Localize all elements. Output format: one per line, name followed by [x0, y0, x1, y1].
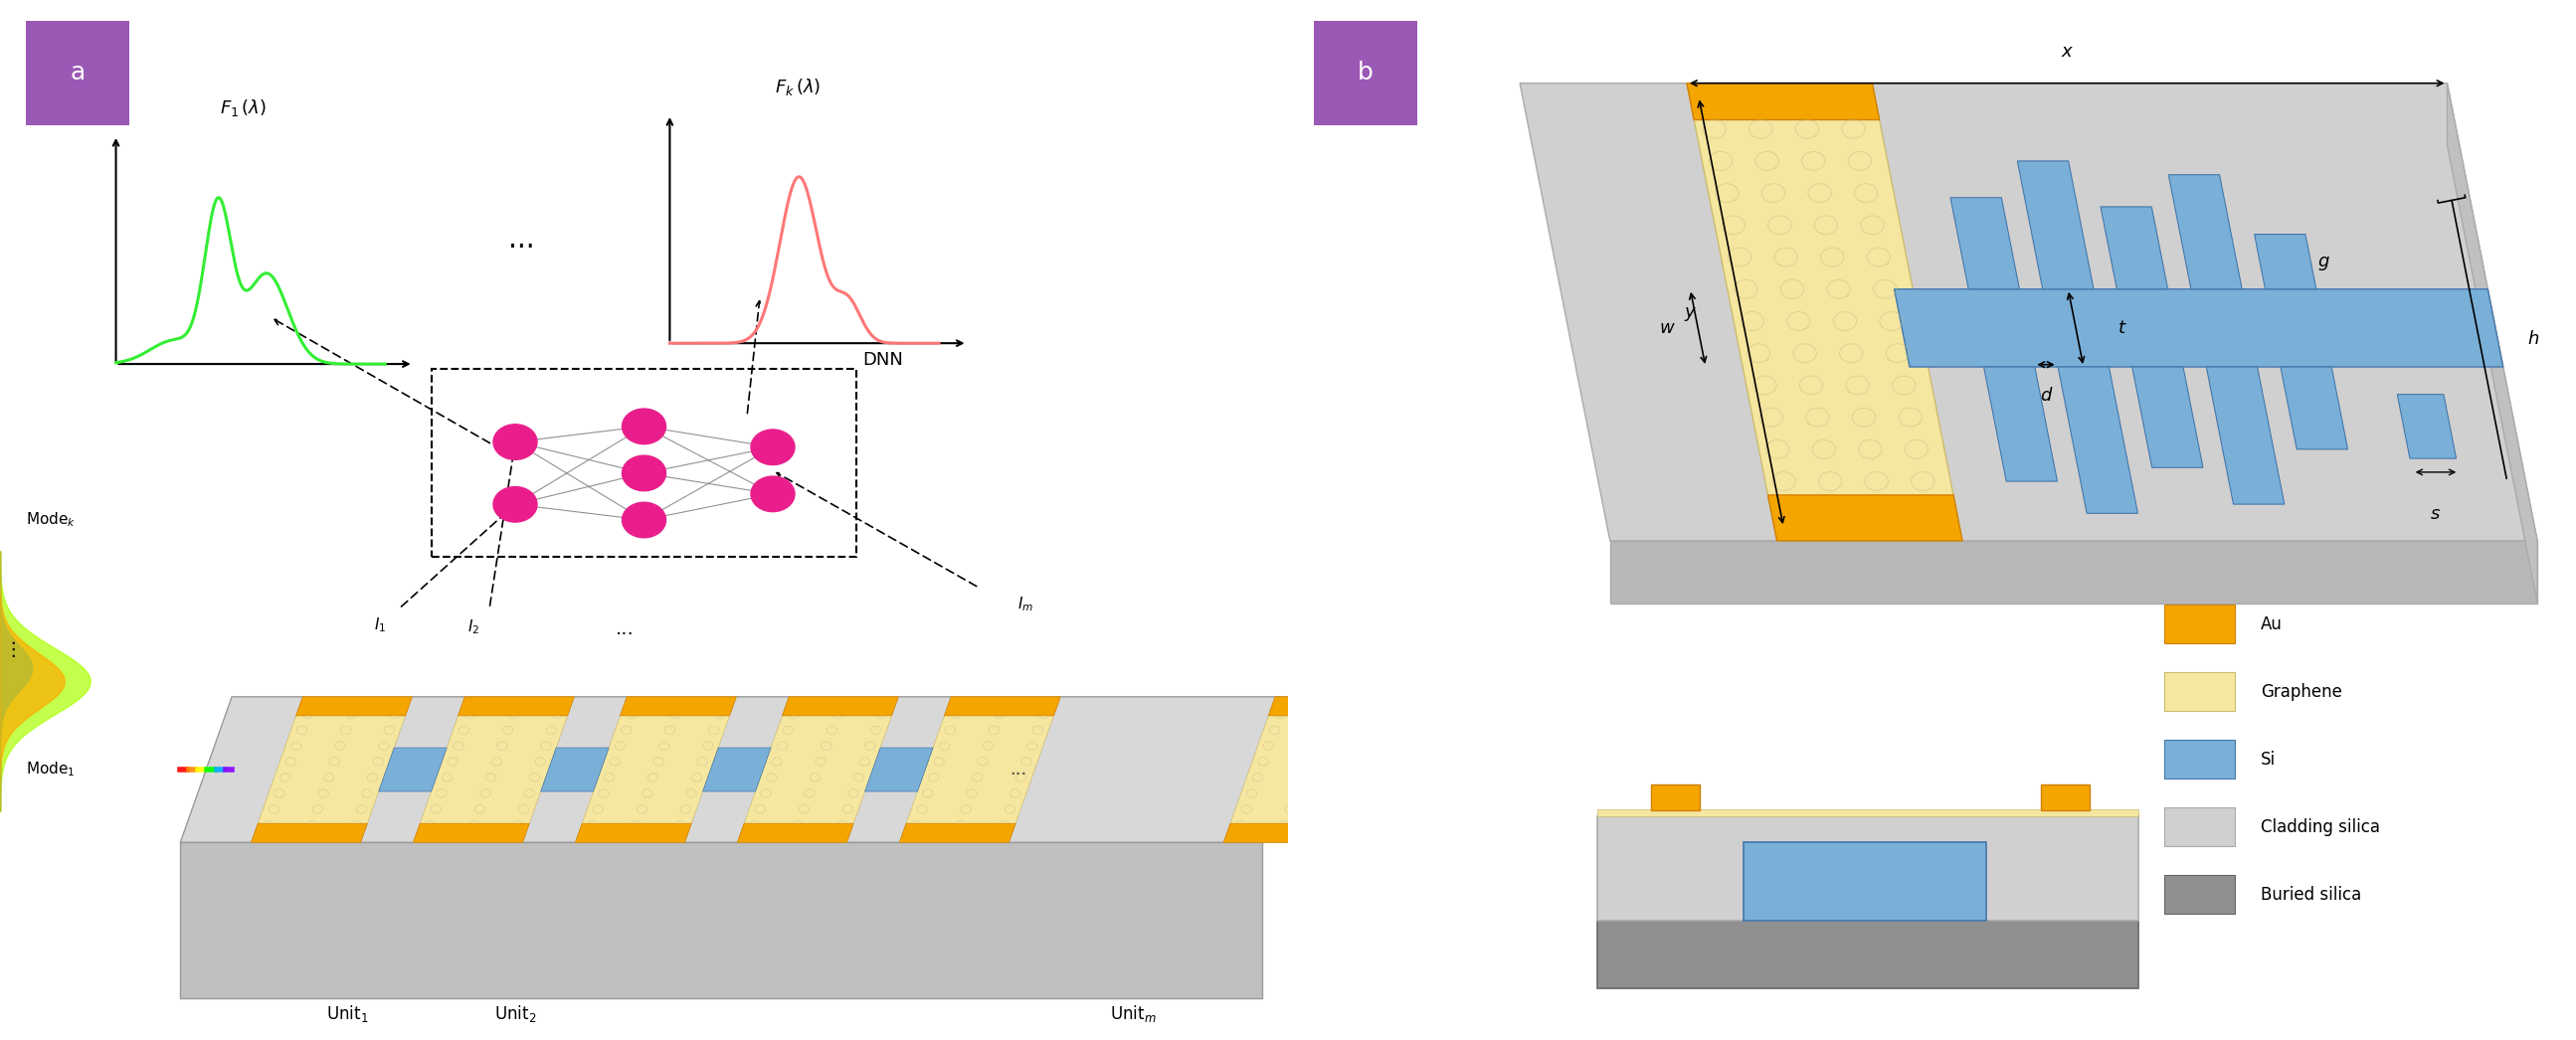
Polygon shape: [737, 697, 899, 842]
Polygon shape: [703, 748, 770, 791]
Text: t: t: [2117, 319, 2125, 337]
Polygon shape: [2398, 394, 2458, 459]
Polygon shape: [783, 697, 899, 716]
Text: w: w: [1659, 319, 1674, 337]
Text: $I_m$: $I_m$: [1018, 595, 1033, 613]
Bar: [2040, 784, 2089, 810]
Text: Au: Au: [2262, 615, 2282, 633]
Text: ⋮: ⋮: [3, 641, 23, 659]
Polygon shape: [412, 697, 574, 842]
Circle shape: [623, 456, 665, 491]
Polygon shape: [1520, 83, 2537, 541]
Text: d: d: [2040, 387, 2050, 405]
Bar: [1651, 784, 1700, 810]
Polygon shape: [1267, 697, 1386, 716]
Bar: [1597, 809, 2138, 816]
Text: ...: ...: [1010, 760, 1028, 779]
Polygon shape: [2169, 175, 2241, 289]
Text: DNN: DNN: [863, 352, 904, 369]
Text: b: b: [1358, 61, 1373, 84]
Bar: [2164, 604, 2233, 644]
Polygon shape: [2447, 83, 2537, 603]
Polygon shape: [252, 697, 412, 842]
Circle shape: [623, 409, 665, 444]
Polygon shape: [621, 697, 737, 716]
Polygon shape: [252, 824, 368, 842]
Text: ...: ...: [616, 620, 634, 639]
Text: x: x: [2061, 43, 2071, 61]
Bar: [2164, 875, 2233, 914]
Polygon shape: [379, 748, 446, 791]
Circle shape: [495, 424, 536, 460]
FancyBboxPatch shape: [26, 21, 129, 125]
Polygon shape: [412, 824, 531, 842]
Text: Cladding silica: Cladding silica: [2262, 817, 2380, 836]
Polygon shape: [1950, 198, 2020, 289]
Circle shape: [495, 487, 536, 522]
Text: $F_1\,(\lambda)$: $F_1\,(\lambda)$: [219, 98, 268, 119]
Bar: [2164, 672, 2233, 711]
Text: Si: Si: [2262, 750, 2275, 769]
Polygon shape: [459, 697, 574, 716]
Polygon shape: [1687, 83, 1880, 120]
Bar: [2164, 807, 2233, 847]
Polygon shape: [1687, 83, 1963, 541]
Polygon shape: [180, 697, 1314, 842]
Polygon shape: [1893, 289, 2504, 367]
Polygon shape: [2058, 367, 2138, 514]
Text: Graphene: Graphene: [2262, 682, 2342, 701]
Text: Mode$_k$: Mode$_k$: [26, 511, 75, 529]
Text: $I_1$: $I_1$: [374, 616, 386, 633]
Text: ...: ...: [507, 226, 536, 253]
Circle shape: [623, 502, 665, 538]
Polygon shape: [2205, 367, 2285, 504]
Polygon shape: [2254, 234, 2316, 289]
Text: Mode$_1$: Mode$_1$: [26, 760, 75, 779]
Polygon shape: [1224, 697, 1386, 842]
Text: $I_2$: $I_2$: [469, 618, 479, 635]
Bar: [1744, 842, 1986, 920]
Text: s: s: [2432, 504, 2439, 523]
Polygon shape: [945, 697, 1061, 716]
Text: a: a: [70, 61, 85, 84]
Polygon shape: [1224, 824, 1340, 842]
FancyBboxPatch shape: [1314, 21, 1417, 125]
Bar: [2164, 739, 2233, 779]
Bar: [1597, 920, 2138, 988]
Polygon shape: [2099, 207, 2169, 289]
Text: Unit$_m$: Unit$_m$: [1110, 1004, 1157, 1024]
Polygon shape: [1610, 541, 2537, 603]
Text: y: y: [1685, 303, 1695, 321]
Polygon shape: [1984, 367, 2058, 482]
Polygon shape: [2280, 367, 2347, 449]
Circle shape: [752, 430, 793, 465]
Polygon shape: [1767, 495, 1963, 541]
Polygon shape: [296, 697, 412, 716]
Polygon shape: [866, 748, 933, 791]
Bar: [1597, 816, 2138, 920]
Polygon shape: [2017, 161, 2094, 289]
Polygon shape: [899, 824, 1015, 842]
Text: h: h: [2527, 331, 2537, 348]
Text: Buried silica: Buried silica: [2262, 885, 2362, 904]
Polygon shape: [574, 697, 737, 842]
Polygon shape: [574, 824, 690, 842]
Polygon shape: [899, 697, 1061, 842]
Text: Unit$_2$: Unit$_2$: [495, 1004, 536, 1024]
Circle shape: [752, 476, 793, 512]
Polygon shape: [180, 842, 1262, 998]
Text: $F_k\,(\lambda)$: $F_k\,(\lambda)$: [775, 77, 819, 98]
Text: g: g: [2318, 253, 2329, 270]
Text: Unit$_1$: Unit$_1$: [327, 1004, 368, 1024]
Polygon shape: [541, 748, 608, 791]
Polygon shape: [2133, 367, 2202, 468]
Polygon shape: [737, 824, 853, 842]
